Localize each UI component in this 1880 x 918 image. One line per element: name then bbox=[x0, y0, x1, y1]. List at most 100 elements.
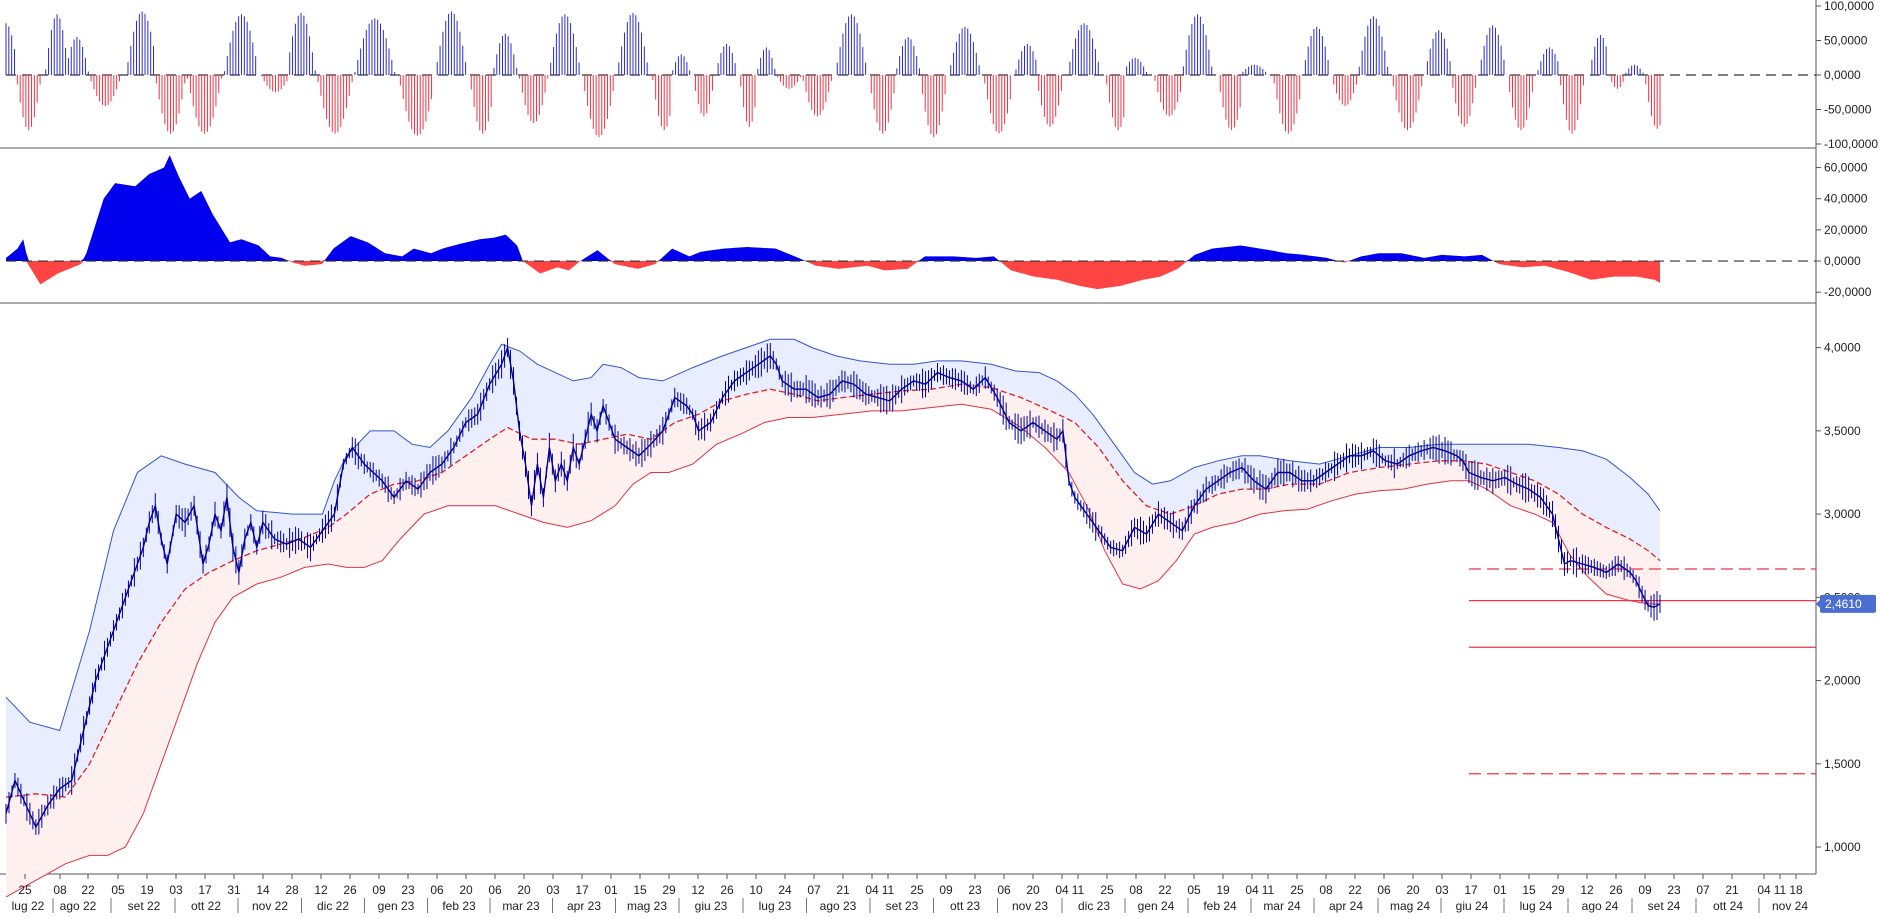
oscillator-histogram-y-axis: 100,0000 50,0000 0,0000 -50,0000 -100,0000 bbox=[1816, 0, 1878, 151]
x-day-label: 04 bbox=[1245, 883, 1259, 897]
x-day-label: 12 bbox=[1580, 883, 1594, 897]
oscillator-area-panel bbox=[6, 155, 1816, 290]
x-month-label: gen 23 bbox=[378, 899, 415, 913]
y-tick-label: 40,0000 bbox=[1824, 192, 1868, 206]
x-month-label: ott 24 bbox=[1713, 899, 1743, 913]
y-tick-label: 2,0000 bbox=[1824, 674, 1861, 688]
last-price-badge: 2,4610 bbox=[1816, 594, 1876, 613]
x-day-label: 26 bbox=[343, 883, 357, 897]
x-day-label: 26 bbox=[720, 883, 734, 897]
x-day-label: 04 bbox=[1055, 883, 1069, 897]
x-day-label: 18 bbox=[1789, 883, 1803, 897]
x-day-label: 20 bbox=[459, 883, 473, 897]
x-month-label: ott 22 bbox=[191, 899, 221, 913]
x-day-label: 03 bbox=[169, 883, 183, 897]
x-month-label: feb 24 bbox=[1203, 899, 1237, 913]
x-month-label: set 22 bbox=[128, 899, 161, 913]
y-tick-label: -20,0000 bbox=[1824, 285, 1872, 299]
x-day-label: 06 bbox=[430, 883, 444, 897]
x-day-label: 09 bbox=[372, 883, 386, 897]
x-month-label: ago 22 bbox=[60, 899, 97, 913]
x-day-label: 03 bbox=[1435, 883, 1449, 897]
x-day-label: 28 bbox=[285, 883, 299, 897]
oscillator-area-y-axis: 60,0000 40,0000 20,0000 0,0000 -20,0000 bbox=[1816, 161, 1872, 299]
x-day-label: 06 bbox=[488, 883, 502, 897]
x-month-label: nov 24 bbox=[1772, 899, 1808, 913]
x-month-label: ott 23 bbox=[950, 899, 980, 913]
upper-band-fill bbox=[6, 339, 1660, 798]
x-day-label: 10 bbox=[749, 883, 763, 897]
x-day-label: 20 bbox=[1406, 883, 1420, 897]
time-x-axis: 25 08 22 05 19 03 17 31 14 28 12 26 09 23 06 20 06 20 03 17… bbox=[12, 874, 1808, 913]
last-price-badge-bg bbox=[1820, 594, 1876, 613]
lower-band bbox=[5, 403, 1660, 898]
y-tick-label: 1,0000 bbox=[1824, 840, 1861, 854]
y-tick-label: 4,0000 bbox=[1824, 341, 1861, 355]
positive-area bbox=[6, 155, 1660, 262]
x-day-label: 01 bbox=[1493, 883, 1507, 897]
x-month-label: dic 22 bbox=[317, 899, 349, 913]
last-price-label: 2,4610 bbox=[1825, 597, 1862, 611]
x-day-label: 12 bbox=[314, 883, 328, 897]
x-day-label: 22 bbox=[1348, 883, 1362, 897]
x-day-label: 06 bbox=[997, 883, 1011, 897]
x-month-label: lug 22 bbox=[12, 899, 45, 913]
y-tick-label: -100,0000 bbox=[1824, 137, 1878, 151]
x-day-label: 25 bbox=[910, 883, 924, 897]
y-tick-label: 100,0000 bbox=[1824, 0, 1874, 13]
x-day-label: 15 bbox=[1522, 883, 1536, 897]
x-month-label: ago 23 bbox=[820, 899, 857, 913]
x-day-label: 04 bbox=[1757, 883, 1771, 897]
x-day-label: 11 bbox=[1072, 883, 1085, 897]
x-day-label: 25 bbox=[1100, 883, 1114, 897]
x-month-label: giu 24 bbox=[1456, 899, 1489, 913]
x-day-label: 22 bbox=[1158, 883, 1172, 897]
x-day-label: 08 bbox=[1129, 883, 1143, 897]
middle-band bbox=[5, 383, 1661, 798]
y-tick-label: 0,0000 bbox=[1824, 68, 1861, 82]
x-day-label: 22 bbox=[81, 883, 95, 897]
x-day-label: 09 bbox=[939, 883, 953, 897]
lower-band-fill bbox=[6, 384, 1660, 897]
x-day-label: 24 bbox=[778, 883, 792, 897]
x-day-label: 17 bbox=[198, 883, 212, 897]
x-day-label: 09 bbox=[1638, 883, 1652, 897]
x-month-label: gen 24 bbox=[1138, 899, 1175, 913]
y-tick-label: 20,0000 bbox=[1824, 223, 1868, 237]
x-day-label: 07 bbox=[1696, 883, 1710, 897]
x-day-label: 19 bbox=[1216, 883, 1230, 897]
oscillator-histogram-panel bbox=[5, 11, 1816, 138]
x-day-label: 11 bbox=[1262, 883, 1275, 897]
x-day-label: 08 bbox=[53, 883, 67, 897]
x-month-label: apr 24 bbox=[1329, 899, 1363, 913]
x-day-label: 17 bbox=[575, 883, 589, 897]
x-day-label: 26 bbox=[1609, 883, 1623, 897]
badge-pointer bbox=[1816, 598, 1821, 609]
x-day-label: 15 bbox=[633, 883, 647, 897]
x-month-label: nov 23 bbox=[1012, 899, 1048, 913]
x-month-label: nov 22 bbox=[252, 899, 288, 913]
x-day-label: 11 bbox=[882, 883, 895, 897]
x-month-label: ago 24 bbox=[1582, 899, 1619, 913]
y-tick-label: 0,0000 bbox=[1824, 254, 1861, 268]
x-day-label: 01 bbox=[604, 883, 618, 897]
x-day-label: 05 bbox=[1187, 883, 1201, 897]
x-day-label: 21 bbox=[836, 883, 850, 897]
x-day-label: 25 bbox=[1290, 883, 1304, 897]
price-line bbox=[5, 344, 1661, 829]
x-day-label: 21 bbox=[1725, 883, 1739, 897]
x-day-label: 23 bbox=[1667, 883, 1681, 897]
x-month-label: mag 24 bbox=[1390, 899, 1430, 913]
x-month-label: mar 23 bbox=[502, 899, 540, 913]
x-month-label: dic 23 bbox=[1078, 899, 1110, 913]
x-month-label: apr 23 bbox=[567, 899, 601, 913]
x-month-label: lug 23 bbox=[759, 899, 792, 913]
x-day-label: 23 bbox=[401, 883, 415, 897]
x-month-label: giu 23 bbox=[695, 899, 728, 913]
y-tick-label: 3,5000 bbox=[1824, 424, 1861, 438]
x-month-label: mar 24 bbox=[1263, 899, 1301, 913]
x-day-label: 31 bbox=[227, 883, 241, 897]
x-day-label: 23 bbox=[968, 883, 982, 897]
